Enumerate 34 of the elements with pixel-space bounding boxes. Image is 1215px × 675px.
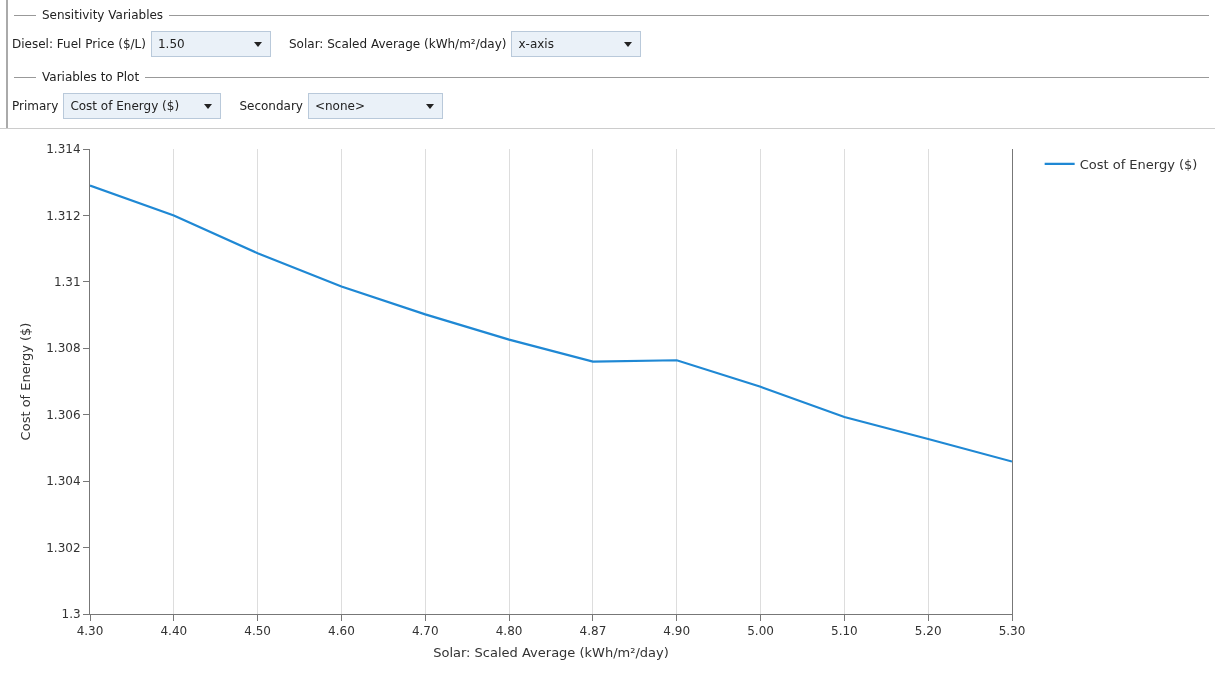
x-tick-label: 5.10 (831, 624, 858, 639)
x-tick-label: 5.00 (747, 624, 774, 639)
y-tick-label: 1.314 (46, 142, 81, 157)
x-tick-label: 4.70 (411, 624, 439, 639)
text: Diesel: Fuel Price ($/L) (12, 37, 146, 51)
x-tick-label: 4.40 (160, 624, 188, 639)
x-axis-title: Solar: Scaled Average (kWh/m²/day) (433, 645, 669, 660)
y-tick-label: 1.304 (46, 474, 81, 489)
text: Secondary (239, 99, 303, 113)
x-tick-label: 5.30 (998, 624, 1026, 639)
x-tick-label: 4.90 (663, 624, 691, 639)
line-series (90, 184, 1012, 463)
text: Variables to Plot (42, 70, 140, 84)
x-tick-label: 4.30 (76, 624, 104, 639)
text: Solar: Scaled Average (kWh/m²/day) (288, 37, 507, 51)
y-tick-label: 1.302 (46, 540, 81, 555)
text: Sensitivity Variables (42, 8, 164, 22)
y-tick-label: 1.306 (46, 407, 81, 422)
y-tick-label: 1.308 (46, 341, 81, 356)
x-tick-label: 4.50 (244, 624, 271, 639)
y-axis-title: Cost of Energy ($) (18, 322, 34, 441)
legend-label: Cost of Energy ($) (1079, 157, 1198, 173)
dropdown-field: <none> (307, 93, 443, 119)
dropdown-field: Cost of Energy ($) (63, 93, 222, 119)
x-tick-label: 4.87 (579, 624, 607, 639)
dropdown-field: x-axis (511, 31, 642, 57)
x-tick-label: 5.20 (914, 624, 942, 639)
dropdown-field: 1.50 (151, 31, 271, 57)
text: Primary (12, 99, 59, 113)
y-tick-label: 1.31 (53, 275, 81, 290)
x-tick-label: 4.60 (328, 624, 355, 639)
y-tick-label: 1.3 (61, 607, 81, 622)
x-tick-label: 4.80 (495, 624, 523, 639)
y-tick-label: 1.312 (46, 208, 81, 223)
